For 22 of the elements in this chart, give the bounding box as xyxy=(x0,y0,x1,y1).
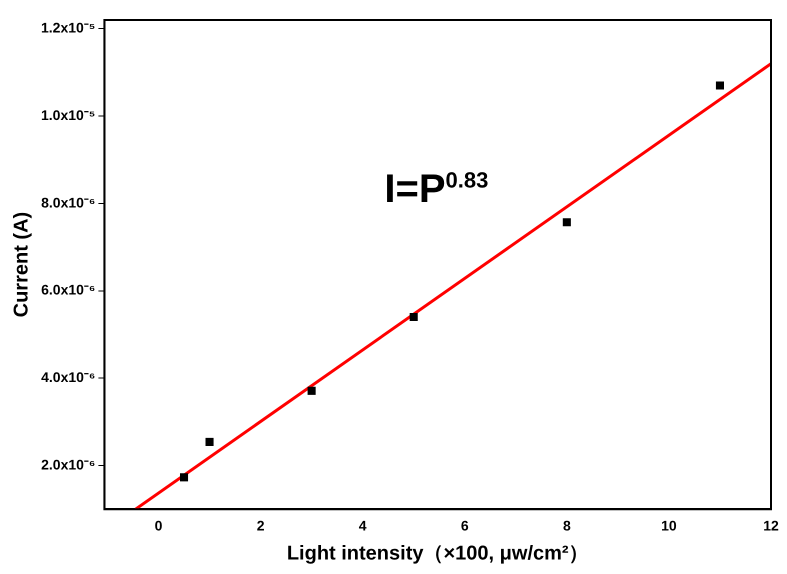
point xyxy=(206,438,214,446)
x-tick-label: 0 xyxy=(154,517,163,534)
y-tick-label: 2.0x10⁻⁶ xyxy=(41,456,96,472)
x-tick-label: 8 xyxy=(562,517,571,534)
x-tick-label: 4 xyxy=(358,517,367,534)
y-tick-label: 1.2x10⁻⁵ xyxy=(40,20,96,36)
x-tick-label: 12 xyxy=(763,517,779,534)
point xyxy=(180,473,188,482)
x-tick-label: 2 xyxy=(256,517,265,534)
y-tick-label: 1.0x10⁻⁵ xyxy=(40,106,96,123)
annotation: I=P$^{0.83}$ xyxy=(384,166,488,212)
point xyxy=(410,312,418,322)
y-tick-label: 8.0x10⁻⁶ xyxy=(41,194,96,210)
x-tick-label: 6 xyxy=(460,517,469,534)
y-tick-label: 6.0x10⁻⁶ xyxy=(41,282,96,298)
y-tick-label: 4.0x10⁻⁶ xyxy=(41,369,96,386)
point xyxy=(308,386,316,395)
y-axis-title: Current (A) xyxy=(10,212,33,318)
x-tick-label: 10 xyxy=(661,517,677,534)
x-axis-title: Light intensity（×100, μw/cm²） xyxy=(286,542,589,565)
point xyxy=(716,81,724,90)
point xyxy=(562,218,571,226)
